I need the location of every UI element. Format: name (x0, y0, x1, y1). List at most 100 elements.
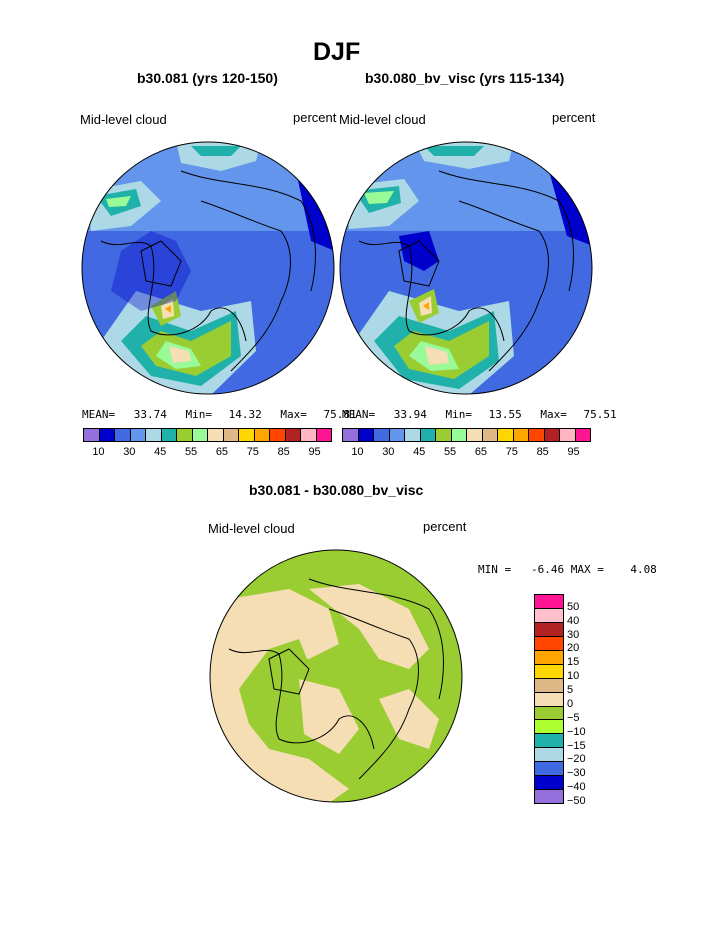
colorbar-swatch (420, 429, 436, 441)
colorbar-swatch (535, 595, 563, 609)
diff-polar-map (209, 549, 463, 803)
colorbar-tick-label: 65 (215, 446, 229, 458)
colorbar-tick-label: 30 (123, 446, 136, 458)
colorbar-tick-label: 50 (567, 600, 580, 613)
colorbar-tick-label: −30 (567, 767, 586, 780)
colorbar-swatch (535, 608, 563, 623)
colorbar-swatch (498, 429, 514, 441)
right-run-title: b30.080_bv_visc (yrs 115-134) (365, 70, 565, 86)
colorbar-swatch (535, 734, 563, 749)
colorbar-tick-label: 85 (536, 446, 549, 458)
colorbar-tick-label: 30 (567, 628, 580, 641)
colorbar-swatch (535, 720, 563, 735)
colorbar-tick-label: 40 (567, 614, 580, 627)
right-min-value: 13.55 (488, 408, 522, 421)
diff-title: b30.081 - b30.080_bv_visc (249, 482, 424, 498)
left-max-label: Max= (280, 408, 307, 421)
right-colorbar-ticks: 10 30 45 55 65 75 85 95 (342, 446, 589, 460)
colorbar-swatch (84, 429, 100, 441)
colorbar-swatch (146, 429, 162, 441)
right-colorbar (342, 428, 591, 442)
colorbar-swatch (208, 429, 224, 441)
colorbar-tick-label: 55 (443, 446, 457, 458)
figure-title: DJF (313, 38, 361, 66)
colorbar-tick-label: 75 (505, 446, 518, 458)
colorbar-swatch (482, 429, 498, 441)
colorbar-tick-label: 10 (92, 446, 105, 458)
left-colorbar-ticks: 10 30 45 55 65 75 85 95 (83, 446, 330, 460)
colorbar-swatch (535, 762, 563, 777)
colorbar-swatch (99, 429, 115, 441)
right-max-label: Max= (540, 408, 567, 421)
colorbar-tick-label: 95 (567, 446, 580, 458)
colorbar-tick-label: −5 (567, 711, 580, 724)
colorbar-swatch (389, 429, 405, 441)
colorbar-tick-label: 30 (382, 446, 395, 458)
colorbar-swatch (161, 429, 177, 441)
colorbar-tick-label: −10 (567, 725, 586, 738)
colorbar-swatch (535, 790, 563, 804)
colorbar-swatch (239, 429, 255, 441)
left-polar-map (81, 141, 335, 395)
colorbar-swatch (575, 429, 590, 441)
right-min-label: Min= (445, 408, 473, 421)
colorbar-swatch (177, 429, 193, 441)
colorbar-tick-label: 20 (567, 642, 580, 655)
left-mean-label: MEAN= (82, 408, 116, 421)
right-polar-map (339, 141, 593, 395)
colorbar-tick-label: 65 (474, 446, 488, 458)
colorbar-swatch (513, 429, 529, 441)
left-min-label: Min= (185, 408, 213, 421)
right-stats: MEAN= 33.94 Min= 13.55 Max= 75.51 (342, 408, 617, 421)
colorbar-swatch (535, 622, 563, 637)
colorbar-swatch (535, 692, 563, 707)
diff-field-label: Mid-level cloud (208, 521, 295, 536)
colorbar-swatch (535, 650, 563, 665)
diff-stats: MIN = -6.46 MAX = 4.08 (478, 563, 657, 576)
right-field-label: Mid-level cloud (339, 112, 426, 127)
colorbar-swatch (374, 429, 390, 441)
colorbar-tick-label: 75 (246, 446, 259, 458)
colorbar-swatch (535, 636, 563, 651)
colorbar-swatch (544, 429, 560, 441)
colorbar-tick-label: 95 (308, 446, 321, 458)
colorbar-swatch (405, 429, 421, 441)
left-units-label: percent (293, 110, 337, 125)
colorbar-tick-label: 55 (184, 446, 198, 458)
right-units-label: percent (552, 110, 596, 125)
diff-units-label: percent (423, 519, 467, 534)
colorbar-tick-label: 10 (567, 670, 580, 683)
colorbar-swatch (301, 429, 317, 441)
colorbar-tick-label: 45 (413, 446, 426, 458)
colorbar-tick-label: −20 (567, 753, 586, 766)
colorbar-tick-label: 15 (567, 656, 580, 669)
colorbar-swatch (130, 429, 146, 441)
colorbar-swatch (223, 429, 239, 441)
colorbar-swatch (451, 429, 467, 441)
colorbar-swatch (436, 429, 452, 441)
colorbar-swatch (192, 429, 208, 441)
left-mean-value: 33.74 (133, 408, 167, 421)
left-min-value: 14.32 (228, 408, 262, 421)
colorbar-swatch (467, 429, 483, 441)
colorbar-tick-label: −40 (567, 781, 586, 794)
colorbar-swatch (270, 429, 286, 441)
colorbar-swatch (529, 429, 545, 441)
colorbar-swatch (115, 429, 131, 441)
right-max-value: 75.51 (583, 408, 617, 421)
right-mean-label: MEAN= (342, 408, 376, 421)
colorbar-swatch (535, 776, 563, 791)
colorbar-tick-label: −15 (567, 739, 586, 752)
colorbar-swatch (343, 429, 359, 441)
colorbar-tick-label: 0 (567, 697, 574, 710)
colorbar-swatch (358, 429, 374, 441)
colorbar-swatch (535, 664, 563, 679)
colorbar-swatch (560, 429, 576, 441)
left-max-value: 75.81 (323, 408, 357, 421)
colorbar-swatch (285, 429, 301, 441)
colorbar-swatch (535, 706, 563, 721)
colorbar-tick-label: 10 (351, 446, 364, 458)
colorbar-tick-label: 85 (277, 446, 290, 458)
colorbar-swatch (535, 748, 563, 763)
right-mean-value: 33.94 (393, 408, 427, 421)
